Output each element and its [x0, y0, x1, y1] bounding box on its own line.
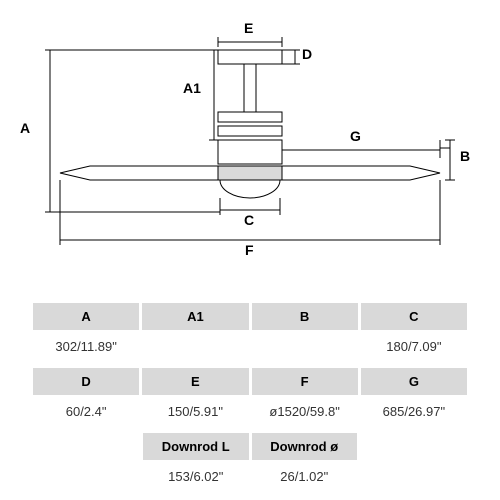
hdr-downrod-d: Downrod ø: [252, 433, 358, 460]
label-D: D: [302, 46, 312, 62]
hdr-downrod-l: Downrod L: [143, 433, 249, 460]
hdr-B: B: [252, 303, 358, 330]
val-E: 150/5.91": [142, 398, 248, 425]
val-downrod-d: 26/1.02": [252, 463, 358, 490]
label-A1: A1: [183, 80, 201, 96]
hdr-A1: A1: [142, 303, 248, 330]
label-F: F: [245, 242, 254, 258]
dim-table-3: Downrod L Downrod ø 153/6.02" 26/1.02": [140, 430, 360, 493]
val-A: 302/11.89": [33, 333, 139, 360]
label-A: A: [20, 120, 30, 136]
hdr-D: D: [33, 368, 139, 395]
dimension-diagram: A A1 B C D E F G: [20, 20, 480, 280]
val-downrod-l: 153/6.02": [143, 463, 249, 490]
hdr-F: F: [252, 368, 358, 395]
val-B: [252, 333, 358, 360]
dimension-tables: A A1 B C 302/11.89" 180/7.09" D E F G 60…: [30, 300, 470, 493]
hdr-A: A: [33, 303, 139, 330]
val-C: 180/7.09": [361, 333, 467, 360]
hdr-C: C: [361, 303, 467, 330]
hdr-E: E: [142, 368, 248, 395]
val-D: 60/2.4": [33, 398, 139, 425]
val-A1: [142, 333, 248, 360]
label-B: B: [460, 148, 470, 164]
dim-table-2: D E F G 60/2.4" 150/5.91" ø1520/59.8" 68…: [30, 365, 470, 428]
val-F: ø1520/59.8": [252, 398, 358, 425]
dim-table-1: A A1 B C 302/11.89" 180/7.09": [30, 300, 470, 363]
hdr-G: G: [361, 368, 467, 395]
val-G: 685/26.97": [361, 398, 467, 425]
label-E: E: [244, 20, 253, 36]
label-C: C: [244, 212, 254, 228]
label-G: G: [350, 128, 361, 144]
